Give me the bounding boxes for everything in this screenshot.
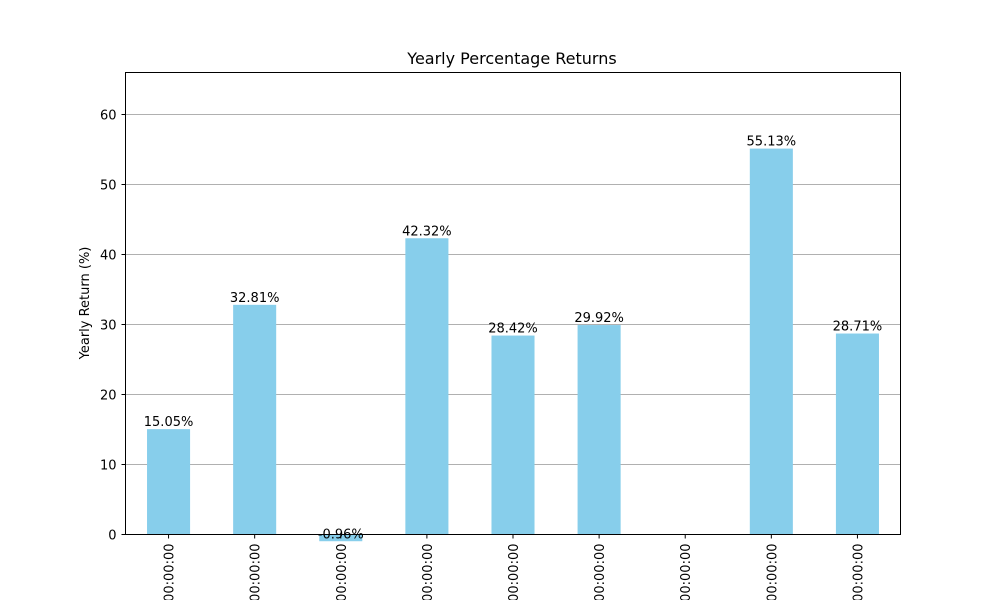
- bar: [577, 325, 621, 535]
- y-tick-label: 20: [100, 389, 117, 404]
- x-tick-label: 00:00:00: [507, 544, 522, 600]
- bars: [147, 148, 879, 542]
- x-tick-label: 00:00:00: [765, 544, 780, 600]
- x-tick-label: 00:00:00: [335, 544, 350, 600]
- x-axis-ticks: 00:00:00 00:00:00 00:00:00 00:00:00 00:00:00…: [163, 534, 866, 600]
- y-tick-label: 30: [100, 319, 117, 334]
- y-tick-label: 50: [100, 179, 117, 194]
- x-tick-label: 00:00:00: [421, 544, 436, 600]
- y-axis-label: Yearly Return (%): [78, 247, 93, 361]
- y-axis-ticks: 0 10 20 30 40 50 60: [100, 109, 126, 544]
- data-label: 55.13%: [747, 135, 797, 150]
- bar: [405, 238, 449, 535]
- bar: [749, 148, 793, 535]
- y-tick-label: 60: [100, 109, 117, 124]
- y-tick-label: 40: [100, 249, 117, 264]
- chart-title: Yearly Percentage Returns: [406, 49, 616, 68]
- data-label: 28.42%: [488, 322, 538, 337]
- data-label: -0.96%: [318, 528, 364, 543]
- bar: [233, 304, 277, 535]
- x-tick-label: 00:00:00: [851, 544, 866, 600]
- data-label: 29.92%: [574, 311, 624, 326]
- x-tick-label: 00:00:00: [679, 544, 694, 600]
- x-tick-label: 00:00:00: [593, 544, 608, 600]
- data-label: 32.81%: [230, 291, 280, 306]
- bar: [147, 429, 191, 535]
- bar: [835, 333, 879, 535]
- y-tick-label: 10: [100, 459, 117, 474]
- y-tick-label: 0: [108, 529, 116, 544]
- x-tick-label: 00:00:00: [249, 544, 264, 600]
- x-tick-label: 00:00:00: [163, 544, 178, 600]
- data-label: 15.05%: [144, 415, 194, 430]
- data-labels: 15.05% 32.81% -0.96% 42.32% 28.42% 29.92% 55.1…: [144, 135, 882, 543]
- data-label: 42.32%: [402, 224, 452, 239]
- bar: [491, 335, 535, 535]
- data-label: 28.71%: [833, 320, 883, 335]
